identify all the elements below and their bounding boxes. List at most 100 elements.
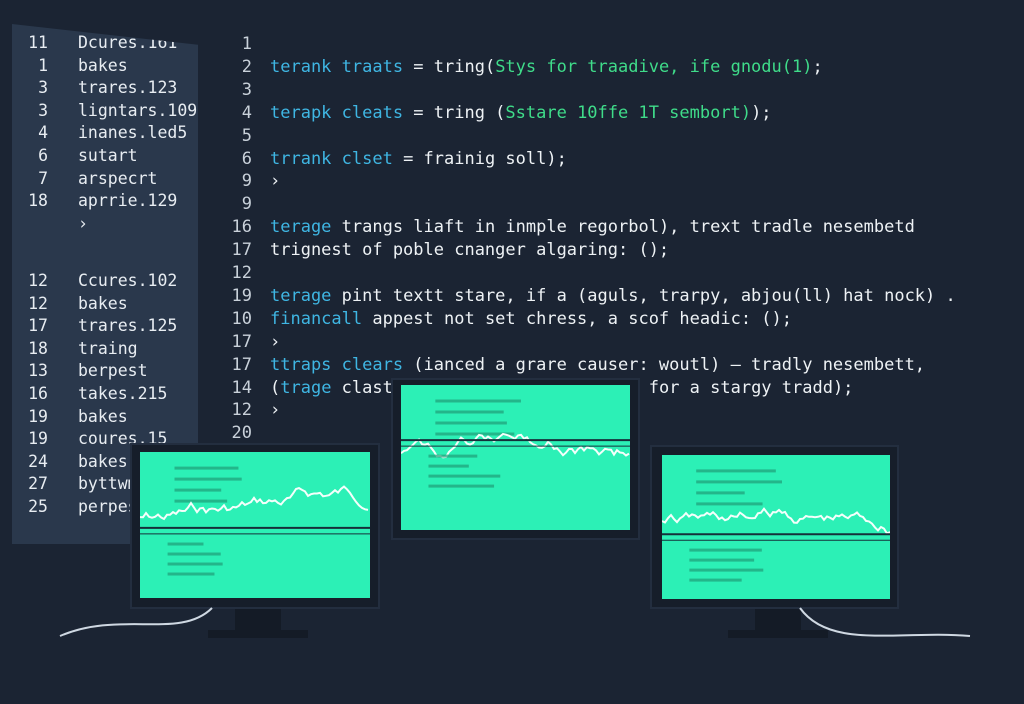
stock-chart-screen	[401, 385, 630, 530]
file-name: ›	[78, 213, 88, 233]
line-number: 12	[28, 293, 48, 313]
screen-text-line	[696, 491, 745, 495]
file-name: bakes	[78, 406, 128, 426]
code-token: terapk cleats	[270, 102, 404, 123]
line-number: 18	[28, 191, 48, 211]
line-number: 13	[28, 361, 48, 381]
line-number: 27	[28, 474, 48, 494]
line-number: 24	[28, 451, 48, 471]
screen-text-line	[167, 552, 221, 556]
file-list-panel: 11 Dcures.161 1 bakes 3 trares.123 3 ligntars.1…	[12, 24, 198, 544]
screen-text-line	[428, 484, 495, 488]
line-number: 20	[231, 423, 252, 444]
screen-text-line	[428, 464, 469, 468]
screen-text-line	[167, 542, 204, 546]
price-line	[140, 485, 369, 521]
file-name: bakes	[78, 55, 128, 75]
screen-text-line	[167, 572, 215, 576]
code-token: financall	[270, 308, 363, 329]
line-number: 12	[231, 263, 252, 283]
line-number: 17	[231, 331, 252, 352]
code-token: = tring(	[403, 56, 496, 77]
line-number: 14	[231, 377, 252, 398]
file-name: inanes.led5	[78, 123, 188, 143]
code-token: Sstare 10ffe 1T sembort)	[505, 102, 752, 123]
file-name: trares.123	[78, 78, 178, 98]
file-name: coures.15	[78, 429, 168, 449]
left-monitor	[132, 445, 378, 607]
code-token: appest not set chress, a scof headic: ()…	[362, 308, 792, 329]
screen-text-line	[174, 466, 239, 470]
code-token: Stys for traadive, ife gnodu(1)	[495, 56, 813, 77]
file-name: Ccures.102	[78, 271, 178, 290]
screen-text-line	[428, 454, 478, 458]
line-number: 3	[38, 78, 48, 98]
file-name: arspecrt	[78, 168, 158, 188]
code-token: terage	[270, 285, 332, 306]
screen-text-line	[696, 469, 776, 473]
code-token: );	[751, 102, 772, 123]
line-number: 16	[28, 384, 48, 403]
line-number: 9	[241, 194, 252, 215]
line-number: 17	[231, 354, 252, 375]
code-token: clast for a stargy tradd);	[341, 377, 854, 398]
screen-text-line	[174, 488, 222, 492]
line-number: 6	[241, 148, 252, 169]
line-number: 12	[231, 400, 252, 421]
line-number: 18	[28, 338, 48, 358]
line-number: 19	[231, 285, 252, 306]
line-number: 19	[28, 406, 48, 426]
line-number: 1	[241, 34, 252, 54]
line-number: 17	[231, 240, 252, 261]
file-name: trares.125	[78, 316, 178, 336]
line-number: 4	[38, 123, 48, 143]
right-monitor	[652, 447, 897, 607]
stock-chart	[401, 399, 630, 488]
code-token: ›	[270, 331, 281, 352]
file-name: takes.215	[78, 384, 168, 403]
screen-text-line	[174, 477, 242, 481]
line-number: 9	[241, 171, 252, 192]
monitor-base	[208, 630, 308, 638]
screen-text-line	[696, 480, 783, 484]
screen-text-line	[689, 558, 755, 562]
file-name: traing	[78, 338, 138, 358]
screen-text-line	[435, 432, 515, 436]
stock-chart-screen	[662, 455, 890, 599]
price-line	[662, 507, 890, 535]
file-name: perpes	[78, 497, 138, 516]
line-number: 12	[28, 271, 48, 290]
line-number: 3	[38, 100, 48, 120]
code-token: ;	[812, 56, 823, 77]
screen-text-line	[435, 410, 504, 414]
screen-text-line	[689, 568, 764, 572]
code-token: terage	[270, 217, 332, 238]
code-token: ›	[270, 171, 281, 192]
file-name: bakes	[78, 451, 128, 471]
line-number: 25	[28, 497, 48, 516]
code-token: (ianced a grare causer: woutl) – tradly …	[403, 354, 926, 375]
stock-chart-screen	[140, 452, 370, 598]
code-token: ›	[270, 400, 281, 421]
line-number: 5	[241, 125, 252, 146]
screen-text-line	[689, 548, 762, 552]
file-name: berpest	[78, 361, 148, 381]
screen-text-line	[428, 474, 501, 478]
file-name: sutart	[78, 146, 138, 165]
screen-text-line	[696, 502, 763, 506]
screen-text-line	[435, 421, 507, 425]
line-number: 1	[38, 55, 48, 75]
line-number: 2	[241, 56, 252, 77]
code-token: (	[270, 377, 281, 398]
line-number: 10	[231, 308, 252, 329]
code-token: = tring (	[403, 102, 506, 123]
line-number: 17	[28, 316, 48, 336]
line-number: 7	[38, 168, 48, 188]
line-number: 11	[28, 33, 48, 52]
file-name: byttwm	[78, 474, 138, 494]
line-number: 16	[231, 217, 252, 238]
screen-text-line	[435, 399, 521, 403]
line-number: 4	[241, 102, 252, 123]
code-token: trage	[280, 377, 332, 398]
